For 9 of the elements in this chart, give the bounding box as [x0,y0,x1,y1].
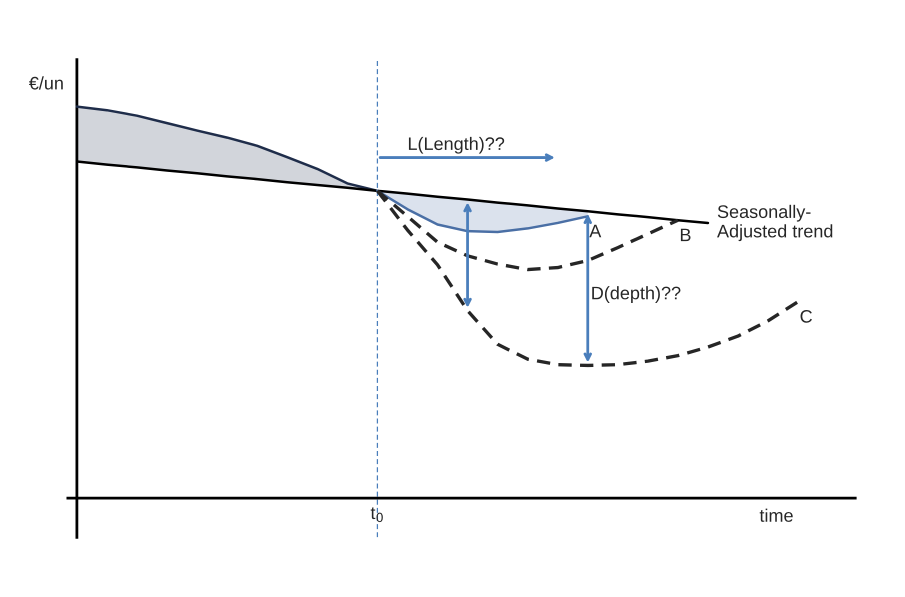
series-label: Seasonally- Adjusted trend [717,204,832,242]
x-axis-title: time [760,508,793,522]
text: t$_{0}$ [370,507,383,522]
series-label: A [589,224,602,238]
y-axis-title: €/un [28,76,63,90]
annotation: L(Length)?? [408,136,504,154]
series-label: B [680,228,691,242]
annotation: D(depth)?? [592,286,680,303]
series-label: C [800,310,812,323]
